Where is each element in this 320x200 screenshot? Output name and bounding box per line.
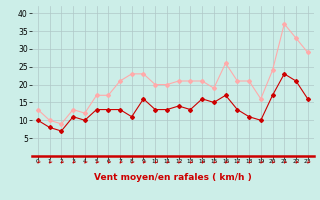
X-axis label: Vent moyen/en rafales ( km/h ): Vent moyen/en rafales ( km/h ) xyxy=(94,173,252,182)
